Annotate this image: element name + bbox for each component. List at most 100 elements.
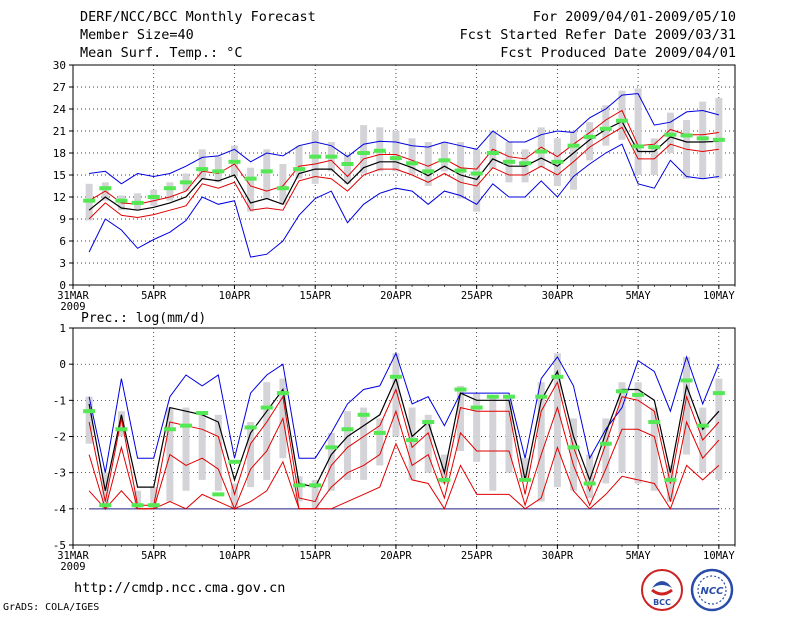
- temp-observed-mark: [712, 137, 725, 142]
- temp-spread-box: [263, 149, 271, 199]
- precip-observed-mark: [519, 477, 532, 482]
- precip-observed-mark: [567, 445, 580, 450]
- precip-spread-box: [602, 418, 610, 484]
- precip-observed-mark: [293, 483, 306, 488]
- precip-observed-mark: [648, 420, 661, 425]
- temp-series-ensemble-mean: [88, 120, 719, 211]
- precip-observed-mark: [276, 391, 289, 396]
- temp-ytick-label: 27: [53, 81, 66, 94]
- precip-series-middle-spread: [88, 405, 720, 511]
- precip-observed-mark: [680, 378, 693, 383]
- precip-observed-mark: [535, 394, 548, 399]
- precip-spread-box: [376, 418, 384, 466]
- temp-observed-mark: [293, 167, 306, 172]
- temp-series-ensemble-max: [89, 93, 720, 185]
- temp-spread-box: [586, 122, 594, 161]
- ncc-logo: NCC: [690, 568, 734, 612]
- temp-observed-mark: [309, 154, 322, 159]
- temp-observed-mark: [180, 180, 193, 185]
- temp-observed-mark: [260, 169, 273, 174]
- temp-observed-mark: [648, 145, 661, 150]
- precip-observed-mark: [373, 430, 386, 435]
- temp-xtick-label: 25APR: [461, 290, 493, 302]
- precip-spread-box: [263, 382, 271, 480]
- temp-spread-box: [650, 138, 658, 175]
- temp-xtick-label: 20APR: [380, 290, 412, 302]
- temp-plot-area: [83, 88, 725, 258]
- precip-observed-mark: [551, 374, 564, 379]
- temp-observed-mark: [373, 148, 386, 153]
- temp-spread-box: [343, 154, 351, 184]
- temp-observed-mark: [83, 198, 96, 203]
- temp-series-lower-spread: [88, 126, 719, 220]
- precip-spread-box: [360, 407, 368, 480]
- start-date: Fcst Started Refer Date 2009/03/31: [459, 27, 736, 43]
- precip-ytick-label: -1: [53, 394, 66, 407]
- temp-ytick-label: 9: [59, 213, 66, 226]
- precip-xtick-label: 10APR: [219, 550, 251, 562]
- temp-spread-box: [392, 131, 400, 172]
- temp-xtick-label: 31MAR: [57, 290, 89, 302]
- temp-series-upper-spread: [88, 109, 719, 205]
- temp-observed-mark: [389, 156, 402, 161]
- precip-spread-box: [408, 407, 416, 480]
- header-right: For 2009/04/01-2009/05/10 Fcst Started Re…: [460, 8, 736, 62]
- temp-ytick-label: 6: [59, 235, 66, 248]
- temp-xtick-label: 10APR: [219, 290, 251, 302]
- temp-ytick-label: 18: [53, 147, 66, 160]
- temp-ytick-label: 15: [53, 169, 66, 182]
- precip-spread-box: [214, 414, 222, 491]
- temp-series-ensemble-min: [88, 143, 719, 258]
- temp-observed-mark: [99, 186, 112, 191]
- precip-spread-box: [182, 407, 190, 491]
- temp-spread-box: [166, 182, 174, 201]
- variable-label: Mean Surf. Temp.: °C: [80, 45, 243, 61]
- precip-spread-box: [618, 382, 626, 473]
- temp-ytick-label: 21: [53, 125, 66, 138]
- temp-observed-mark: [632, 144, 645, 149]
- temp-observed-mark: [341, 162, 354, 166]
- temp-spread-box: [570, 131, 578, 190]
- precip-spread-box: [134, 490, 142, 509]
- precip-ytick-label: -3: [53, 467, 66, 480]
- precip-panel-title: Prec.: log(mm/d): [81, 311, 206, 326]
- precip-observed-mark: [599, 441, 612, 446]
- precip-spread-box: [327, 432, 335, 491]
- temp-observed-mark: [696, 136, 709, 141]
- bcc-logo: BCC: [641, 569, 683, 611]
- precip-spread-box: [343, 411, 351, 480]
- temp-ytick-label: 3: [59, 257, 66, 270]
- precip-observed-mark: [147, 503, 160, 508]
- precip-spread-box: [85, 396, 93, 444]
- precip-series-ensemble-mean: [88, 369, 720, 491]
- precip-ytick-label: -5: [53, 539, 66, 552]
- precip-observed-mark: [632, 392, 645, 397]
- grads-credit: GrADS: COLA/IGES: [3, 602, 100, 613]
- temp-ytick-label: 12: [53, 191, 66, 204]
- precip-observed-mark: [244, 425, 257, 430]
- precip-series-ensemble-max: [88, 351, 720, 473]
- temp-xtick-label: 5MAY: [625, 290, 651, 302]
- precip-ytick-label: -2: [53, 431, 66, 444]
- precip-spread-box: [489, 396, 497, 491]
- precip-observed-mark: [341, 427, 354, 432]
- precip-observed-mark: [502, 394, 515, 399]
- precip-spread-box: [117, 411, 125, 437]
- forecast-period: For 2009/04/01-2009/05/10: [532, 9, 736, 25]
- precip-spread-box: [650, 407, 658, 491]
- precip-observed-mark: [454, 387, 467, 392]
- temp-observed-mark: [228, 159, 241, 164]
- precip-xtick-sublabel: 2009: [60, 561, 85, 573]
- precip-xtick-label: 15APR: [299, 550, 331, 562]
- temp-observed-mark: [680, 133, 693, 138]
- temp-observed-mark: [519, 161, 532, 166]
- temp-observed-mark: [486, 151, 499, 155]
- temp-spread-box: [198, 149, 206, 179]
- temp-ytick-label: 24: [53, 103, 67, 116]
- source-url[interactable]: http://cmdp.ncc.cma.gov.cn: [74, 580, 286, 596]
- temp-spread-box: [602, 105, 610, 146]
- precip-observed-mark: [228, 459, 241, 464]
- precip-xtick-label: 5APR: [141, 550, 167, 562]
- temp-observed-mark: [212, 169, 225, 174]
